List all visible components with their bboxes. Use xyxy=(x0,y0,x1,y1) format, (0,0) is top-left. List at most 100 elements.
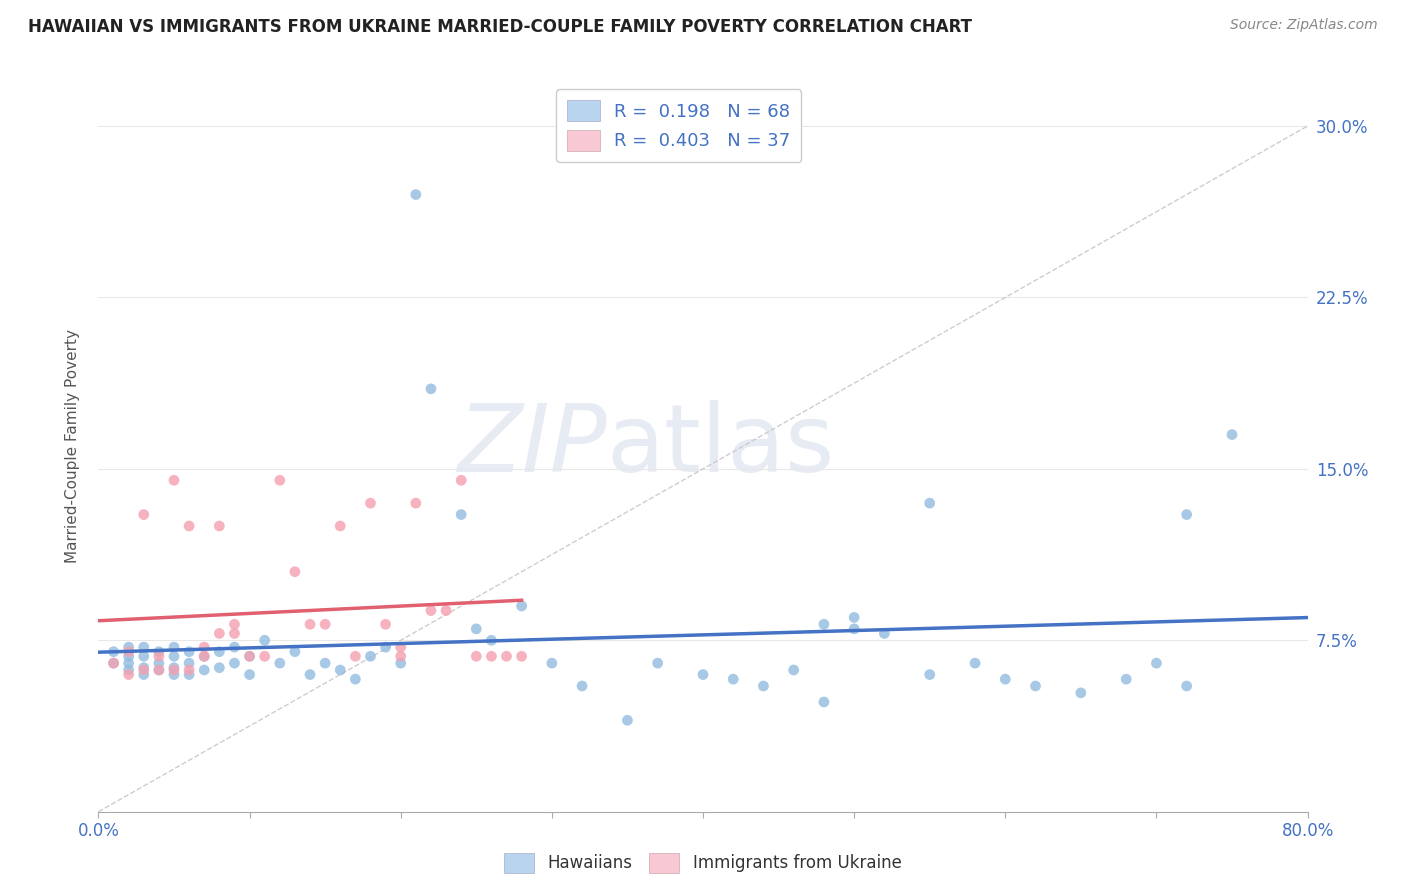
Point xyxy=(132,508,155,522)
Point xyxy=(163,649,186,664)
Point xyxy=(329,663,352,677)
Point xyxy=(360,649,382,664)
Point xyxy=(118,656,141,670)
Point xyxy=(389,656,412,670)
Point xyxy=(132,667,155,681)
Point xyxy=(103,645,125,659)
Point xyxy=(405,187,427,202)
Legend: R =  0.198   N = 68, R =  0.403   N = 37: R = 0.198 N = 68, R = 0.403 N = 37 xyxy=(557,89,801,161)
Point xyxy=(813,617,835,632)
Point xyxy=(844,622,866,636)
Point xyxy=(193,649,215,664)
Point xyxy=(450,508,472,522)
Point xyxy=(1070,686,1092,700)
Point xyxy=(1220,427,1243,442)
Point xyxy=(465,622,488,636)
Point xyxy=(103,656,125,670)
Text: Source: ZipAtlas.com: Source: ZipAtlas.com xyxy=(1230,18,1378,32)
Point xyxy=(465,649,488,664)
Point xyxy=(344,672,367,686)
Point xyxy=(510,599,533,613)
Point xyxy=(360,496,382,510)
Point xyxy=(994,672,1017,686)
Point xyxy=(224,640,246,655)
Point xyxy=(1144,656,1167,670)
Point xyxy=(208,519,231,533)
Point xyxy=(284,645,307,659)
Point xyxy=(374,617,396,632)
Point xyxy=(965,656,987,670)
Point xyxy=(132,661,155,675)
Point xyxy=(495,649,517,664)
Point xyxy=(132,663,155,677)
Point xyxy=(179,667,201,681)
Point xyxy=(148,649,170,664)
Point xyxy=(510,649,533,664)
Point xyxy=(103,656,125,670)
Point xyxy=(163,661,186,675)
Point xyxy=(193,663,215,677)
Point xyxy=(118,663,141,677)
Point xyxy=(193,649,215,664)
Point xyxy=(1115,672,1137,686)
Point xyxy=(873,626,896,640)
Point xyxy=(132,649,155,664)
Point xyxy=(783,663,806,677)
Text: atlas: atlas xyxy=(606,400,835,492)
Point xyxy=(148,656,170,670)
Point xyxy=(239,649,262,664)
Text: HAWAIIAN VS IMMIGRANTS FROM UKRAINE MARRIED-COUPLE FAMILY POVERTY CORRELATION CH: HAWAIIAN VS IMMIGRANTS FROM UKRAINE MARR… xyxy=(28,18,972,36)
Point xyxy=(208,626,231,640)
Point xyxy=(179,663,201,677)
Point xyxy=(813,695,835,709)
Point xyxy=(208,645,231,659)
Point xyxy=(389,640,412,655)
Point xyxy=(179,645,201,659)
Point xyxy=(193,640,215,655)
Point xyxy=(1175,679,1198,693)
Point xyxy=(299,617,322,632)
Point xyxy=(571,679,593,693)
Point xyxy=(284,565,307,579)
Point xyxy=(1024,679,1046,693)
Point xyxy=(179,656,201,670)
Point xyxy=(148,663,170,677)
Point xyxy=(420,604,443,618)
Point xyxy=(239,649,262,664)
Point xyxy=(616,714,638,728)
Point xyxy=(692,667,714,681)
Point xyxy=(163,473,186,487)
Point xyxy=(269,473,291,487)
Point xyxy=(844,610,866,624)
Point xyxy=(344,649,367,664)
Point xyxy=(752,679,775,693)
Point xyxy=(434,604,457,618)
Point xyxy=(540,656,562,670)
Point xyxy=(269,656,291,670)
Point xyxy=(299,667,322,681)
Y-axis label: Married-Couple Family Poverty: Married-Couple Family Poverty xyxy=(65,329,80,563)
Point xyxy=(450,473,472,487)
Point xyxy=(118,667,141,681)
Point xyxy=(163,667,186,681)
Point xyxy=(389,649,412,664)
Point xyxy=(148,663,170,677)
Point xyxy=(118,649,141,664)
Point xyxy=(723,672,745,686)
Point xyxy=(179,519,201,533)
Point xyxy=(118,645,141,659)
Text: ZIP: ZIP xyxy=(457,401,606,491)
Point xyxy=(118,640,141,655)
Point xyxy=(918,667,941,681)
Point xyxy=(647,656,669,670)
Point xyxy=(374,640,396,655)
Point xyxy=(1175,508,1198,522)
Point xyxy=(224,626,246,640)
Point xyxy=(420,382,443,396)
Point xyxy=(314,656,336,670)
Point xyxy=(918,496,941,510)
Point xyxy=(481,649,503,664)
Point xyxy=(253,633,276,648)
Point xyxy=(208,661,231,675)
Point xyxy=(329,519,352,533)
